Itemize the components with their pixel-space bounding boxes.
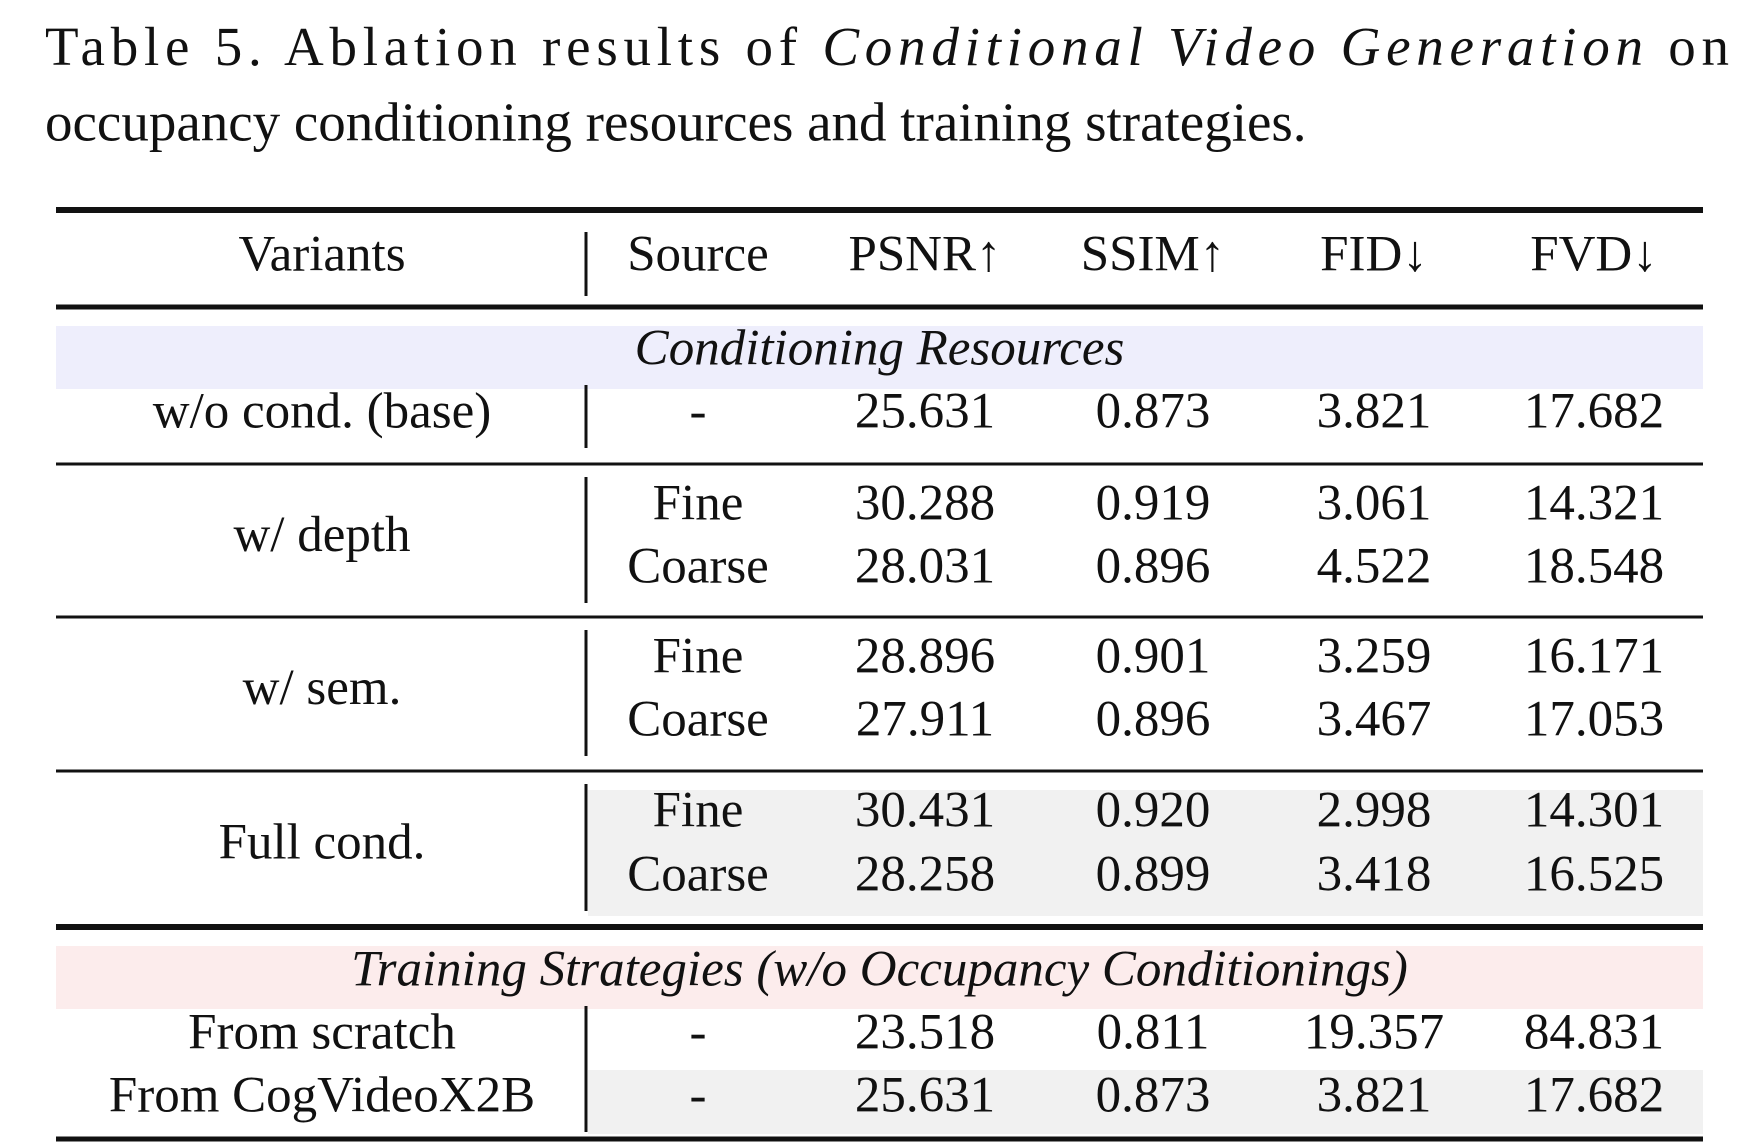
variant-cell: w/ depth [233, 507, 410, 563]
metric-cell: 23.518 [855, 1005, 995, 1061]
metric-cell: 30.431 [855, 783, 995, 839]
metric-cell: 14.301 [1524, 783, 1664, 839]
rule [56, 462, 1703, 466]
variant-cell: w/o cond. (base) [153, 384, 491, 440]
source-cell: - [690, 384, 707, 440]
source-cell: Fine [653, 476, 744, 532]
column-separator [584, 784, 588, 911]
variant-cell: w/ sem. [243, 660, 402, 716]
highlight-band [588, 1070, 1703, 1134]
metric-cell: 19.357 [1304, 1005, 1444, 1061]
metric-cell: 14.321 [1524, 476, 1664, 532]
rule [56, 769, 1703, 773]
column-separator [584, 1069, 588, 1132]
metric-cell: 28.258 [855, 847, 995, 903]
column-separator [584, 630, 588, 756]
column-header: FID↓ [1320, 227, 1428, 283]
metric-cell: 0.896 [1096, 692, 1211, 748]
column-separator [584, 1006, 588, 1069]
metric-cell: 0.873 [1096, 1068, 1211, 1124]
column-header: SSIM↑ [1081, 227, 1226, 283]
metric-cell: 2.998 [1317, 783, 1432, 839]
metric-cell: 0.901 [1096, 629, 1211, 685]
variant-cell: From CogVideoX2B [109, 1068, 535, 1124]
metric-cell: 0.811 [1097, 1005, 1210, 1061]
source-cell: - [690, 1068, 707, 1124]
metric-cell: 30.288 [855, 476, 995, 532]
caption-line: Table 5. Ablation results of Conditional… [45, 16, 1729, 77]
caption-line: occupancy conditioning resources and tra… [45, 92, 1307, 153]
rule [56, 304, 1703, 310]
metric-cell: 0.873 [1096, 384, 1211, 440]
column-header: FVD↓ [1530, 227, 1658, 283]
metric-cell: 28.896 [855, 629, 995, 685]
metric-cell: 3.821 [1317, 384, 1432, 440]
metric-cell: 0.899 [1096, 847, 1211, 903]
metric-cell: 0.896 [1096, 539, 1211, 595]
caption-emphasis: Conditional Video Generation [822, 16, 1643, 77]
caption-label: Table 5. [45, 16, 262, 77]
source-cell: Fine [653, 783, 744, 839]
metric-cell: 17.682 [1524, 1068, 1664, 1124]
rule [56, 924, 1703, 930]
section-band [56, 946, 1703, 1009]
metric-cell: 84.831 [1524, 1005, 1664, 1061]
rule [56, 207, 1703, 213]
column-separator [584, 232, 588, 296]
column-header: Variants [238, 227, 405, 283]
metric-cell: 0.920 [1096, 783, 1211, 839]
metric-cell: 3.821 [1317, 1068, 1432, 1124]
column-header: Source [627, 227, 769, 283]
metric-cell: 3.259 [1317, 629, 1432, 685]
metric-cell: 16.525 [1524, 847, 1664, 903]
metric-cell: 17.682 [1524, 384, 1664, 440]
column-separator [584, 385, 588, 448]
column-separator [584, 477, 588, 603]
metric-cell: 0.919 [1096, 476, 1211, 532]
metric-cell: 16.171 [1524, 629, 1664, 685]
section-title: Conditioning Resources [635, 321, 1125, 377]
caption-text: Ablation results of [284, 16, 798, 77]
metric-cell: 17.053 [1524, 692, 1664, 748]
metric-cell: 4.522 [1317, 539, 1432, 595]
source-cell: Coarse [627, 692, 769, 748]
source-cell: Coarse [627, 847, 769, 903]
variant-cell: From scratch [188, 1005, 456, 1061]
metric-cell: 25.631 [855, 1068, 995, 1124]
source-cell: Fine [653, 629, 744, 685]
metric-cell: 3.061 [1317, 476, 1432, 532]
metric-cell: 3.467 [1317, 692, 1432, 748]
metric-cell: 18.548 [1524, 539, 1664, 595]
source-cell: Coarse [627, 539, 769, 595]
metric-cell: 3.418 [1317, 847, 1432, 903]
section-band [56, 326, 1703, 389]
metric-cell: 25.631 [855, 384, 995, 440]
variant-cell: Full cond. [219, 815, 426, 871]
metric-cell: 28.031 [855, 539, 995, 595]
rule [56, 615, 1703, 619]
metric-cell: 27.911 [856, 692, 994, 748]
source-cell: - [690, 1005, 707, 1061]
rule [56, 1136, 1703, 1142]
section-title: Training Strategies (w/o Occupancy Condi… [351, 942, 1408, 998]
column-header: PSNR↑ [848, 227, 1001, 283]
highlight-band [588, 790, 1703, 916]
caption-text: on [1668, 16, 1729, 77]
